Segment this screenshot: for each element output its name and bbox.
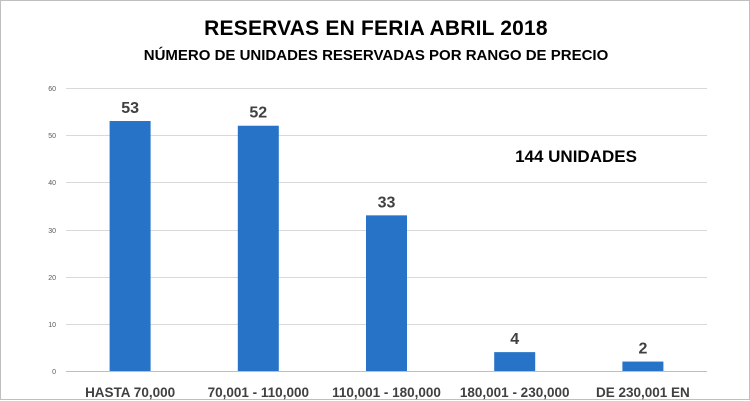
data-label: 52 <box>249 105 267 122</box>
bar <box>622 361 664 371</box>
category-label: HASTA 70,000 <box>85 385 175 400</box>
data-label: 33 <box>378 194 396 211</box>
data-label: 4 <box>510 331 519 348</box>
y-tick-label: 10 <box>48 322 56 329</box>
bar <box>494 352 536 371</box>
total-annotation: 144 UNIDADES <box>515 147 637 166</box>
data-labels: 53 52 33 4 2 <box>121 100 647 358</box>
bars <box>109 121 664 372</box>
y-tick-label: 40 <box>48 180 56 187</box>
bar <box>109 121 151 372</box>
y-tick-label: 0 <box>52 369 56 376</box>
y-tick-label: 60 <box>48 86 56 93</box>
bar <box>366 215 407 371</box>
y-tick-label: 20 <box>48 275 56 282</box>
category-label: 180,001 - 230,000 <box>460 385 570 400</box>
data-label: 2 <box>638 341 647 358</box>
y-axis-ticks: 0 10 20 30 40 50 60 <box>48 86 56 376</box>
y-tick-label: 50 <box>48 133 56 140</box>
chart-title: RESERVAS EN FERIA ABRIL 2018 <box>204 17 548 40</box>
chart-subtitle: NÚMERO DE UNIDADES RESERVADAS POR RANGO … <box>143 47 609 64</box>
category-label: 110,001 - 180,000 <box>332 385 441 400</box>
category-label: 70,001 - 110,000 <box>208 385 309 400</box>
gridlines <box>66 88 707 372</box>
data-label: 53 <box>121 100 139 117</box>
x-axis-labels: HASTA 70,000 70,001 - 110,000 110,001 - 18… <box>85 385 690 400</box>
y-tick-label: 30 <box>48 228 56 235</box>
category-label: DE 230,001 EN <box>596 385 690 400</box>
bar <box>237 125 279 371</box>
